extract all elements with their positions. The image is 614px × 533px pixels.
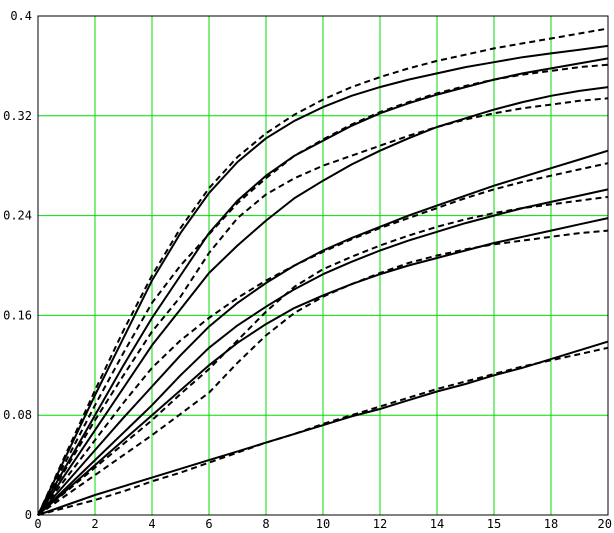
x-tick-label: 2 [91, 517, 98, 531]
y-tick-label: 0.4 [10, 9, 32, 23]
x-tick-labels: 0 2 4 6 8 10 12 14 15 18 20 [34, 517, 612, 531]
x-tick-label: 6 [205, 517, 212, 531]
y-tick-label: 0.08 [3, 408, 32, 422]
plot-frame [37, 15, 609, 516]
y-tick-labels: 0 0.08 0.16 0.24 0.32 0.4 [3, 9, 32, 522]
series-line-5-solid [37, 86, 609, 516]
x-tick-label: 10 [316, 517, 330, 531]
y-tick-label: 0 [25, 508, 32, 522]
x-tick-label: 20 [598, 517, 612, 531]
series-lines [37, 27, 609, 516]
x-tick-label: 12 [373, 517, 387, 531]
x-tick-label: 0 [34, 517, 41, 531]
y-tick-label: 0.32 [3, 109, 32, 123]
x-tick-label: 14 [430, 517, 444, 531]
y-tick-label: 0.24 [3, 209, 32, 223]
series-line-2-dashed [37, 27, 609, 516]
y-tick-label: 0.16 [3, 308, 32, 322]
series-line-7-solid [37, 149, 609, 516]
series-line-10-dashed [37, 195, 609, 516]
series-line-9-solid [37, 188, 609, 516]
series-line-8-dashed [37, 162, 609, 516]
series-line-11-solid [37, 217, 609, 516]
series-line-4-dashed [37, 63, 609, 516]
x-tick-label: 8 [262, 517, 269, 531]
x-tick-label: 4 [148, 517, 155, 531]
x-tick-label: 15 [487, 517, 501, 531]
x-tick-label: 18 [544, 517, 558, 531]
series-line-6-dashed [37, 97, 609, 516]
series-line-1-solid [37, 44, 609, 516]
series-line-12-dashed [37, 229, 609, 516]
series-line-13-solid [37, 340, 609, 516]
